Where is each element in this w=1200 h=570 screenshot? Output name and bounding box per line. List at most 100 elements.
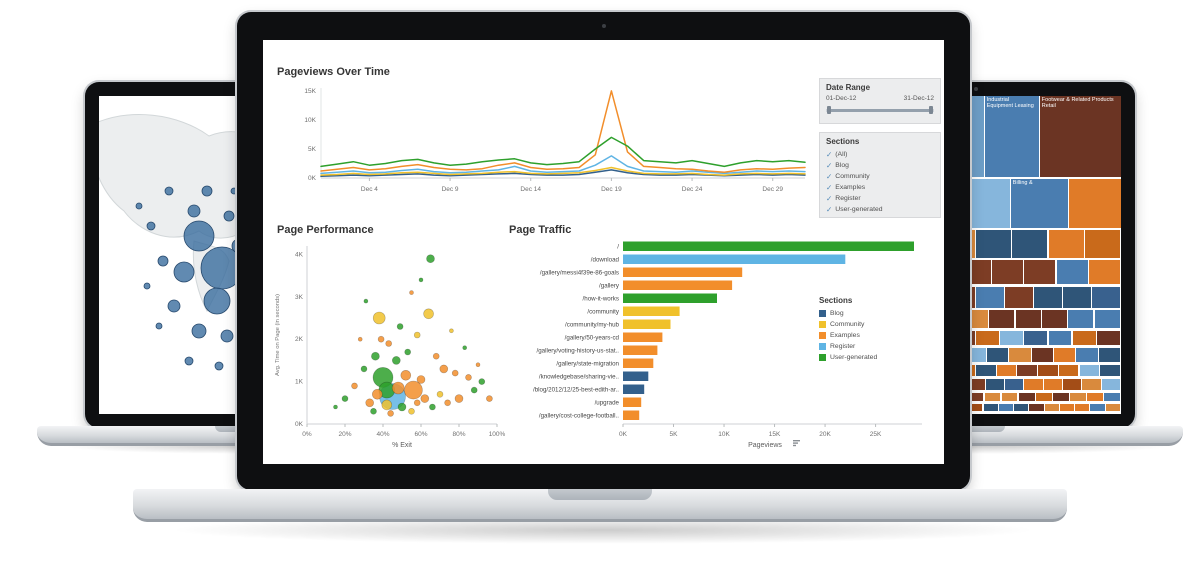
treemap-cell[interactable] xyxy=(1024,330,1048,346)
scatter-point[interactable] xyxy=(416,375,426,384)
map-bubble[interactable] xyxy=(135,202,143,210)
scatter-point[interactable] xyxy=(418,277,424,283)
sort-icon[interactable] xyxy=(793,440,800,447)
traffic-bar[interactable] xyxy=(623,280,733,291)
map-bubble[interactable] xyxy=(203,287,231,315)
traffic-bar[interactable] xyxy=(623,371,649,382)
treemap-cell[interactable] xyxy=(1084,230,1120,258)
treemap-cell[interactable] xyxy=(1069,393,1086,402)
treemap-cell[interactable] xyxy=(989,310,1015,329)
legend-item-blog[interactable]: Blog xyxy=(819,308,929,319)
treemap-cell[interactable] xyxy=(1014,403,1029,411)
treemap-cell[interactable] xyxy=(1024,260,1056,285)
legend-item-register[interactable]: Register xyxy=(819,341,929,352)
scatter-point[interactable] xyxy=(454,394,464,403)
treemap-cell[interactable] xyxy=(1048,230,1084,258)
scatter-point[interactable] xyxy=(449,328,454,334)
treemap-cell[interactable] xyxy=(1094,310,1120,329)
traffic-bar[interactable] xyxy=(623,254,846,265)
scatter-point[interactable] xyxy=(470,386,478,394)
treemap-cell[interactable] xyxy=(968,403,983,411)
map-bubble[interactable] xyxy=(155,322,163,330)
treemap-cell[interactable] xyxy=(966,379,985,391)
traffic-bar[interactable] xyxy=(623,306,680,317)
scatter-point[interactable] xyxy=(372,389,383,400)
treemap-cell[interactable] xyxy=(1017,365,1037,377)
map-bubble[interactable] xyxy=(173,261,195,283)
scatter-point[interactable] xyxy=(475,362,481,367)
map-bubble[interactable] xyxy=(183,220,215,252)
map-bubble[interactable] xyxy=(146,221,156,231)
map-bubble[interactable] xyxy=(187,204,201,218)
map-bubble[interactable] xyxy=(220,329,234,343)
treemap-cell[interactable] xyxy=(1092,286,1120,308)
traffic-bar[interactable] xyxy=(623,384,645,395)
traffic-bar[interactable] xyxy=(623,319,671,330)
map-bubble[interactable] xyxy=(184,356,194,366)
scatter-point[interactable] xyxy=(413,331,421,339)
treemap-cell[interactable] xyxy=(1056,260,1088,285)
treemap-cell[interactable] xyxy=(964,347,986,363)
scatter-point[interactable] xyxy=(462,345,467,350)
treemap-cell[interactable]: Footwear & Related Products Retail xyxy=(1039,96,1121,178)
treemap-cell[interactable] xyxy=(1098,347,1120,363)
traffic-bar[interactable] xyxy=(623,267,743,278)
scatter-point[interactable] xyxy=(439,364,449,374)
treemap-cell[interactable] xyxy=(1072,330,1096,346)
treemap-cell[interactable] xyxy=(1058,365,1079,377)
map-bubble[interactable] xyxy=(164,186,174,196)
scatter-point[interactable] xyxy=(360,365,368,373)
treemap-cell[interactable] xyxy=(1068,178,1121,229)
map-bubble[interactable] xyxy=(143,282,151,290)
treemap-cell[interactable] xyxy=(1018,393,1035,402)
treemap-cell[interactable] xyxy=(1043,379,1062,391)
treemap-cell[interactable] xyxy=(976,365,996,377)
treemap-cell[interactable] xyxy=(1024,379,1043,391)
treemap-cell[interactable] xyxy=(1000,330,1024,346)
scatter-point[interactable] xyxy=(365,398,374,408)
treemap-cell[interactable] xyxy=(1063,379,1082,391)
traffic-bar[interactable] xyxy=(623,358,654,369)
treemap-cell[interactable] xyxy=(1012,230,1048,258)
treemap-cell[interactable] xyxy=(976,230,1012,258)
scatter-point[interactable] xyxy=(423,308,434,320)
line-series-Register[interactable] xyxy=(320,155,806,175)
treemap-cell[interactable] xyxy=(998,403,1013,411)
treemap-cell[interactable] xyxy=(1068,310,1094,329)
scatter-point[interactable] xyxy=(357,336,363,342)
treemap-cell[interactable] xyxy=(985,379,1004,391)
treemap-cell[interactable] xyxy=(976,286,1004,308)
scatter-point[interactable] xyxy=(420,394,430,403)
treemap-cell[interactable] xyxy=(1029,403,1044,411)
scatter-point[interactable] xyxy=(432,352,440,360)
scatter-point[interactable] xyxy=(377,335,385,343)
map-bubble[interactable] xyxy=(191,323,207,339)
line-series-User-generated[interactable] xyxy=(320,136,806,168)
scatter-point[interactable] xyxy=(397,402,407,412)
scatter-point[interactable] xyxy=(478,378,486,385)
line-series-Examples[interactable] xyxy=(320,90,806,173)
scatter-point[interactable] xyxy=(404,380,423,400)
treemap-cell[interactable] xyxy=(1103,393,1120,402)
treemap-cell[interactable] xyxy=(1052,393,1069,402)
treemap-cell[interactable] xyxy=(996,365,1017,377)
treemap-cell[interactable] xyxy=(1054,347,1076,363)
scatter-point[interactable] xyxy=(351,382,358,390)
map-bubble[interactable] xyxy=(167,299,181,313)
treemap-cell[interactable] xyxy=(1041,310,1068,329)
treemap-cell[interactable] xyxy=(1044,403,1059,411)
scatter-point[interactable] xyxy=(381,399,393,411)
scatter-point[interactable] xyxy=(444,399,451,407)
filter-item-examples[interactable]: ✓ Examples xyxy=(826,182,934,193)
filter-item-all[interactable]: ✓ (All) xyxy=(826,149,934,160)
scatter-point[interactable] xyxy=(429,403,436,411)
traffic-bar[interactable] xyxy=(623,410,640,421)
scatter-point[interactable] xyxy=(396,323,404,330)
treemap-cell[interactable] xyxy=(967,393,984,402)
treemap-cell[interactable] xyxy=(1076,347,1098,363)
filter-item-community[interactable]: ✓ Community xyxy=(826,171,934,182)
scatter-point[interactable] xyxy=(451,369,459,377)
traffic-bar[interactable] xyxy=(623,332,663,343)
date-range-slider[interactable] xyxy=(826,106,934,114)
treemap-cell[interactable] xyxy=(1035,393,1052,402)
